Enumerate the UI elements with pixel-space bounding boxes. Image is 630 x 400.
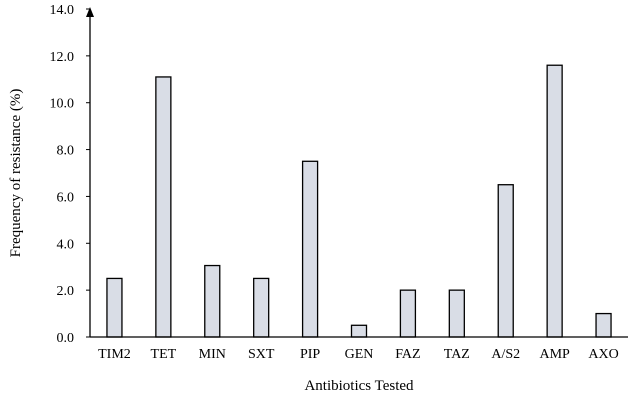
y-tick-labels: 0.0 2.0 4.0 6.0 8.0 10.0 12.0 14.0 [50, 3, 75, 346]
y-tick-label: 0.0 [57, 331, 75, 346]
x-tick-label: FAZ [395, 347, 420, 362]
x-tick-label: A/S2 [491, 347, 520, 362]
x-tick-label: MIN [199, 347, 226, 362]
y-tick-label: 8.0 [57, 144, 75, 159]
y-tick-marks [86, 8, 90, 338]
y-tick-label: 10.0 [50, 97, 75, 112]
x-tick-label: GEN [345, 347, 374, 362]
bars [106, 64, 612, 338]
bar [106, 277, 123, 338]
y-tick-label: 6.0 [57, 190, 75, 205]
bar [448, 289, 465, 338]
y-tick-label: 2.0 [57, 284, 75, 299]
x-tick-labels: TIM2 TET MIN SXT PIP GEN FAZ TAZ A/S2 AMP AXO [98, 347, 619, 362]
bar [155, 76, 172, 338]
x-tick-label: TIM2 [98, 347, 131, 362]
bar [253, 277, 270, 338]
y-tick-label: 12.0 [50, 50, 75, 65]
x-tick-label: PIP [300, 347, 320, 362]
y-tick-label: 4.0 [57, 237, 75, 252]
bar [204, 264, 221, 338]
bar [595, 312, 612, 338]
bar [399, 289, 417, 338]
x-tick-label: AMP [539, 347, 570, 362]
y-axis-arrow-icon [86, 7, 94, 17]
x-tick-label: TET [151, 347, 177, 362]
x-tick-label: AXO [588, 347, 618, 362]
bar [546, 64, 563, 338]
y-tick-label: 14.0 [50, 3, 75, 18]
bar [301, 160, 319, 338]
x-tick-label: TAZ [444, 347, 470, 362]
bar [350, 324, 368, 338]
y-axis-title: Frequency of resistance (%) [8, 89, 24, 258]
bar [497, 184, 514, 338]
x-tick-label: SXT [248, 347, 275, 362]
x-axis-title: Antibiotics Tested [304, 378, 414, 394]
